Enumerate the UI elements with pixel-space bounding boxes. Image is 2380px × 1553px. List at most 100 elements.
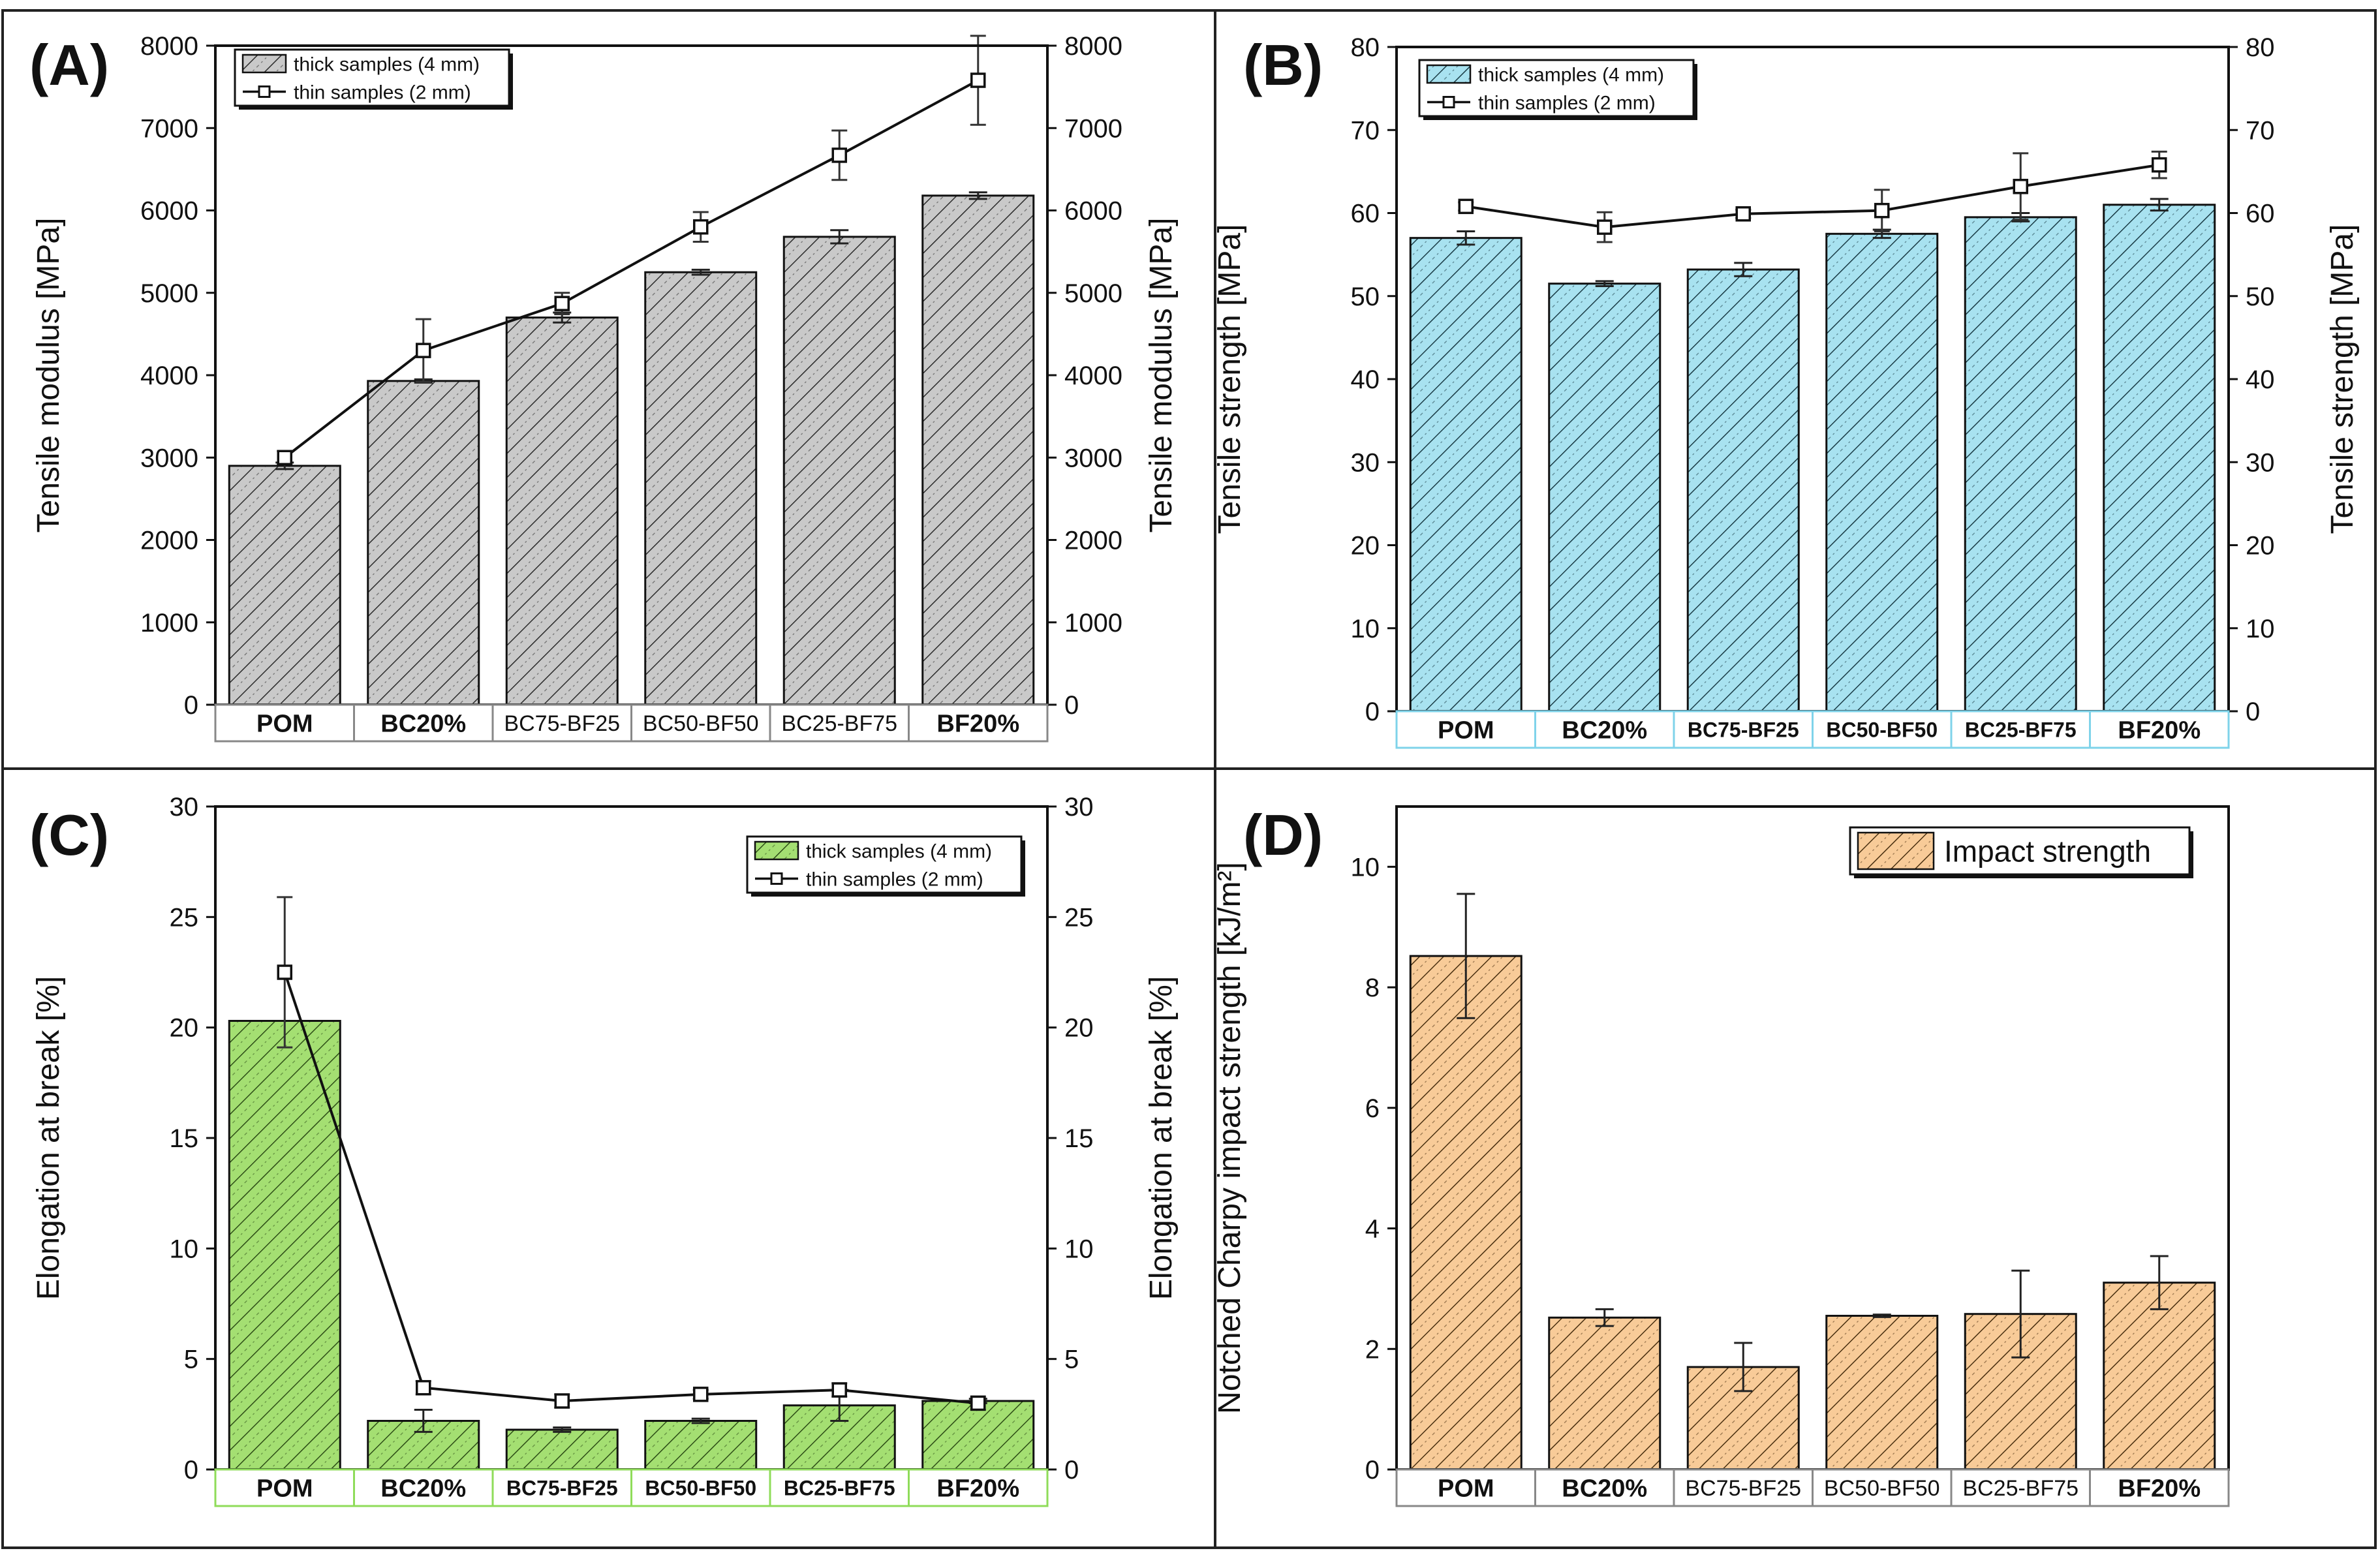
legend-label-line: thin samples (2 mm) [806,869,983,890]
category-label: BC75-BF25 [504,711,620,736]
legend-label-line: thin samples (2 mm) [294,82,471,103]
legend-label-line: thin samples (2 mm) [1478,92,1656,114]
bar-bc50-bf50 [644,1419,758,1471]
thin-samples-marker [1874,202,1890,219]
y-axis-title: Tensile strength [MPa] [1213,224,1247,534]
category-label: BC50-BF50 [643,711,759,736]
y-right-tick-label: 20 [1064,1014,1094,1043]
thin-samples-line [1465,163,2160,229]
thin-samples-line [284,79,979,459]
y-tick-label: 0 [1365,698,1380,726]
category-label: BF20% [936,711,1019,738]
y-right-tick-label: 5000 [1064,279,1122,308]
y-axis-title: Notched Charpy impact strength [kJ/m²] [1213,862,1247,1414]
y-right-tick-label: 7000 [1064,114,1122,143]
category-label: BC25-BF75 [784,1477,895,1500]
legend-swatch-bar [754,840,799,861]
y-right-tick-label: 0 [1064,691,1079,720]
y-right-tick-label: 0 [1064,1456,1079,1484]
legend-swatch-marker [770,872,783,885]
panel-d: (D) 0 2 4 6 8 10 Notched Charpy impact strength… [1213,803,2230,1507]
legend-swatch-marker [258,85,271,98]
y-tick-label: 2 [1365,1335,1380,1364]
thin-samples-marker [277,450,292,465]
category-label: POM [256,1475,313,1503]
category-label: BC50-BF50 [645,1477,756,1500]
y-tick-label: 3000 [140,444,198,472]
bar-bc50-bf50 [1825,232,1939,713]
bar-bc20 [367,380,480,706]
y-right-axis-title: Tensile strength [MPa] [2325,224,2360,534]
y-tick-label: 30 [170,793,199,822]
panel-label: (A) [29,33,109,97]
legend-swatch-bar [1857,831,1935,870]
bar-pom [1409,955,1522,1471]
y-tick-label: 80 [1351,33,1380,62]
panel-label: (B) [1243,33,1323,97]
thin-samples-marker [1735,206,1751,222]
category-label: BF20% [2118,1475,2201,1503]
thin-samples-marker [1458,198,1474,215]
thin-samples-marker [970,72,986,88]
y-tick-label: 50 [1351,283,1380,311]
bar-bc20 [1548,283,1661,713]
thin-samples-marker [693,219,709,235]
y-right-tick-label: 2000 [1064,527,1122,555]
y-tick-label: 60 [1351,200,1380,228]
thin-samples-marker [970,1395,986,1411]
panel-a: (A) 0 0 1000 1000 2000 2000 3000 3000 4000 4000 500… [29,32,1179,743]
thin-samples-marker [2013,179,2028,194]
y-right-tick-label: 10 [1064,1235,1094,1263]
y-tick-label: 2000 [140,527,198,555]
y-tick-label: 7000 [140,114,198,143]
panel-c: (C) 0 0 5 5 10 10 15 15 20 20 25 25 30 30 Elongation at… [29,793,1179,1507]
y-tick-label: 5000 [140,279,198,308]
bar-bc20 [1548,1316,1661,1471]
y-tick-label: 5 [184,1345,198,1374]
y-tick-label: 0 [184,691,198,720]
bar-bf20 [921,194,1035,706]
bar-bc75-bf25 [505,1428,619,1471]
y-right-tick-label: 4000 [1064,361,1122,390]
y-tick-label: 8 [1365,974,1380,1002]
thin-samples-marker [416,1379,431,1396]
category-label: BC20% [1562,717,1647,745]
category-label: BC20% [1562,1475,1647,1503]
y-right-tick-label: 30 [2246,448,2275,477]
y-tick-label: 20 [170,1014,199,1043]
y-right-tick-label: 3000 [1064,444,1122,472]
y-right-tick-label: 60 [2246,200,2275,228]
thin-samples-marker [554,296,570,311]
y-right-tick-label: 25 [1064,903,1094,932]
bar-bc25-bf75 [782,236,896,706]
y-tick-label: 4 [1365,1215,1380,1244]
figure-border [1,9,2377,1549]
category-label: POM [1438,1475,1494,1503]
y-tick-label: 0 [1365,1456,1380,1484]
legend-swatch-marker [1442,96,1455,108]
category-label: BC75-BF25 [506,1477,618,1500]
legend-label-bars: thick samples (4 mm) [294,54,480,75]
thin-samples-marker [1597,219,1613,235]
y-tick-label: 25 [170,903,199,932]
y-tick-label: 10 [1351,853,1380,882]
y-tick-label: 6000 [140,197,198,226]
category-label: BC20% [380,1475,466,1503]
y-axis-title: Elongation at break [%] [31,976,66,1300]
bar-bf20 [2103,204,2216,713]
y-tick-label: 8000 [140,32,198,61]
thin-samples-marker [277,964,292,980]
y-right-tick-label: 0 [2246,698,2260,726]
legend-label-bars: Impact strength [1944,835,2151,869]
y-right-axis-title: Tensile modulus [MPa] [1144,218,1179,533]
bar-pom [1409,237,1522,713]
panel-b: (B) 0 0 10 10 20 20 30 30 40 40 50 50 60 60 70 70 80 80 Ten… [1213,33,2360,749]
y-tick-label: 4000 [140,361,198,390]
legend-swatch-bar [241,54,287,74]
panel-label: (D) [1243,803,1323,867]
bar-bf20 [2103,1282,2216,1471]
y-right-tick-label: 50 [2246,283,2275,311]
thin-samples-marker [554,1393,570,1409]
